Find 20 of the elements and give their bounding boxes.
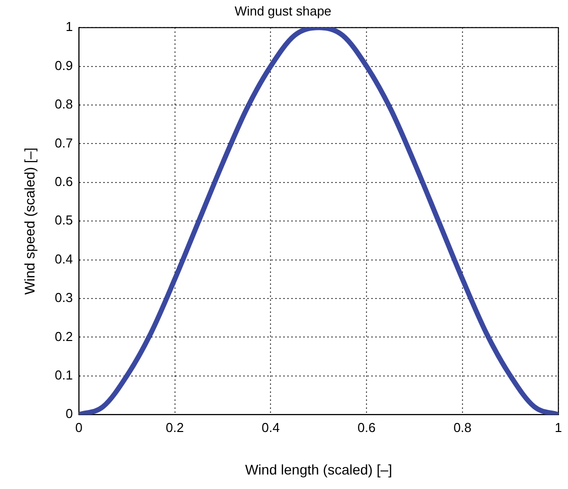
y-tick-label: 0.9 [54,58,73,73]
chart-title: Wind gust shape [234,3,332,18]
x-tick-label: 0.4 [262,420,280,435]
y-tick-label: 0.8 [54,96,73,112]
y-axis-title: Wind speed (scaled) [–] [21,148,38,295]
x-tick-label: 1 [554,420,562,435]
y-tick-label: 0.3 [54,290,73,306]
x-tick-label: 0.8 [453,420,472,435]
y-tick-label: 0.5 [54,212,73,228]
y-tick-label: 0.6 [54,174,73,189]
y-tick-label: 0.2 [54,328,73,344]
x-axis-title: Wind length (scaled) [–] [245,461,392,478]
x-tick-label: 0 [75,420,82,435]
y-tick-label: 1 [66,19,73,34]
x-tick-label: 0.2 [166,420,184,435]
y-tick-label: 0.7 [54,135,73,150]
x-tick-label: 0.6 [358,420,376,435]
y-tick-label: 0 [66,406,73,422]
y-tick-label: 0.4 [54,251,73,266]
y-tick-label: 0.1 [54,367,73,382]
